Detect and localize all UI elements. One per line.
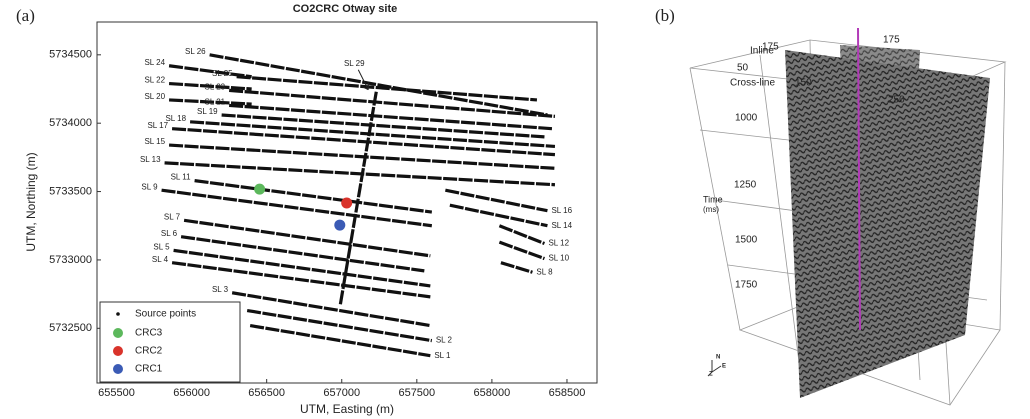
cube-tick-label: 1500 [735,235,758,246]
compass-axes [708,360,721,376]
axis-label: Time [703,194,723,204]
well-point [341,198,352,209]
line-label: SL 21 [205,98,226,107]
x-tick-label: 655500 [98,387,135,399]
line-label: SL 1 [434,351,451,360]
y-tick-label: 5734500 [49,49,92,61]
x-tick-label: 657500 [398,387,435,399]
line-label: SL 26 [185,47,206,56]
figure: (a) (b) CO2CRC Otway site UTM, Easting (… [0,0,1030,419]
x-tick-label: 657000 [323,387,360,399]
x-axis-label: UTM, Easting (m) [300,402,394,416]
source-line [499,226,544,244]
source-line [229,105,552,128]
y-tick-label: 5733500 [49,185,92,197]
source-line [184,220,430,256]
line-label: SL 10 [548,254,569,263]
line-label: SL 18 [165,114,186,123]
legend-label: CRC3 [135,328,163,339]
cube-tick-label: 150 [795,78,812,89]
well-point [334,220,345,231]
source-line [229,90,555,116]
legend-label: Source points [135,309,196,320]
annotation-arrow [358,70,368,90]
legend-label: CRC1 [135,364,163,375]
panel-label: (b) [655,6,675,25]
x-tick-label: 656000 [173,387,210,399]
line-label: SL 20 [144,92,165,101]
cube-tick-label: 1750 [735,280,758,291]
source-line [237,77,537,100]
line-label: SL 14 [551,221,572,230]
line-label: SL 23 [205,82,226,91]
line-label: SL 24 [144,58,165,67]
compass-label: E [722,364,726,370]
line-label: SL 13 [140,155,161,164]
cube-tick-label: 250 [888,95,905,106]
line-label: SL 11 [171,173,192,182]
line-label: SL 15 [144,137,165,146]
line-label: SL 19 [197,107,218,116]
panel-label: (a) [16,6,35,25]
line-label: SL 9 [141,182,158,191]
line-label: SL 4 [152,255,169,264]
source-line [250,326,430,356]
cube-tick-label: 1000 [735,113,758,124]
well-point [254,184,265,195]
line-label: SL 6 [161,229,178,238]
source-line [247,311,432,341]
axis-label: (ms) [703,205,719,214]
legend-marker [113,346,123,356]
line-label: SL 16 [551,206,572,215]
y-tick-label: 5732500 [49,322,92,334]
line-label: SL 2 [436,336,453,345]
y-axis-label: UTM, Northing (m) [24,152,38,251]
line-label: SL 8 [536,267,553,276]
line-label: SL 5 [153,242,170,251]
legend-marker [113,328,123,338]
source-line [210,55,548,115]
source-line [501,263,533,273]
legend-marker [113,364,123,374]
cube-tick-label: 175 [883,35,900,46]
line-label: SL 29 [344,59,365,68]
source-line [499,242,544,258]
source-line [181,237,424,271]
legend-marker [116,312,120,316]
axis-label: Cross-line [730,78,775,89]
y-tick-label: 5734000 [49,117,92,129]
line-label: SL 7 [164,212,181,221]
chart-title: CO2CRC Otway site [293,3,398,15]
x-tick-label: 658000 [474,387,511,399]
cube-tick-label: 175 [762,42,779,53]
line-label: SL 3 [212,285,229,294]
source-line [195,181,432,212]
line-label: SL 25 [212,69,233,78]
x-tick-label: 658500 [549,387,586,399]
cube-tick-label: 1250 [734,180,757,191]
line-label: SL 12 [548,239,569,248]
source-line [232,293,430,326]
line-label: SL 22 [144,76,165,85]
compass-label: N [716,355,720,361]
cube-tick-label: 50 [737,63,749,74]
x-tick-label: 656500 [248,387,285,399]
y-tick-label: 5733000 [49,254,92,266]
legend-label: CRC2 [135,346,163,357]
source-line [169,66,252,77]
